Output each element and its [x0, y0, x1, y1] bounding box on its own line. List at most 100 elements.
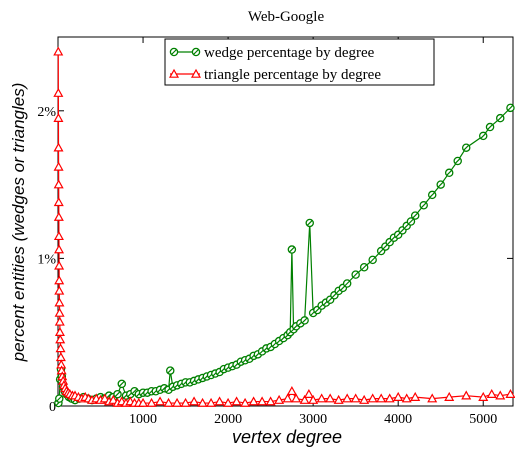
data-point: [368, 255, 377, 265]
data-point: [436, 180, 445, 189]
data-point: [54, 326, 65, 336]
x-tick-label: 2000: [214, 412, 242, 427]
series-triangle: [53, 46, 515, 407]
series-wedge: [54, 103, 515, 408]
data-point: [108, 394, 119, 404]
data-point: [305, 218, 314, 228]
data-point: [286, 386, 297, 396]
data-point: [166, 366, 175, 375]
data-point: [410, 211, 420, 220]
data-point: [384, 393, 395, 403]
data-point: [351, 270, 360, 279]
data-point: [401, 393, 412, 403]
data-point: [53, 231, 64, 241]
data-point: [248, 396, 259, 406]
data-point: [406, 217, 416, 226]
legend-item: wedge percentage by degree: [169, 45, 375, 61]
x-tick-label: 3000: [299, 412, 327, 427]
data-point: [163, 397, 174, 407]
data-point: [495, 390, 506, 400]
data-point: [180, 397, 191, 407]
data-point: [461, 390, 472, 400]
data-point: [427, 190, 437, 200]
data-point: [231, 396, 242, 406]
data-point: [342, 279, 352, 288]
data-point: [138, 397, 149, 407]
legend-marker: [169, 47, 179, 57]
data-point: [55, 334, 66, 344]
data-point: [54, 275, 65, 285]
data-point: [303, 388, 314, 398]
data-point: [287, 245, 297, 254]
data-point: [53, 179, 64, 189]
data-point: [55, 343, 66, 353]
legend-item: triangle percentage by degree: [168, 67, 381, 83]
data-point: [223, 397, 234, 407]
data-point: [444, 391, 455, 401]
data-point: [53, 87, 64, 97]
data-point: [316, 393, 327, 403]
data-point: [453, 156, 462, 166]
data-point: [146, 397, 157, 407]
data-point: [419, 201, 428, 210]
data-point: [478, 391, 489, 401]
x-tick-label: 5000: [469, 412, 497, 427]
y-tick-label: 1%: [37, 252, 56, 267]
data-point: [461, 143, 471, 152]
plot-frame: [57, 36, 514, 407]
legend-marker: [168, 68, 180, 78]
data-point: [197, 397, 208, 407]
y-tick-label: 2%: [37, 105, 56, 120]
chart-title: Web-Google: [248, 9, 325, 25]
legend-marker: [190, 68, 202, 78]
data-point: [350, 393, 361, 403]
data-point: [54, 244, 65, 254]
data-point: [506, 103, 515, 113]
legend: wedge percentage by degree triangle perce…: [164, 38, 435, 86]
data-point: [53, 46, 64, 56]
y-tick-label: 0: [49, 400, 56, 415]
data-point: [53, 161, 64, 171]
data-point: [342, 393, 353, 403]
data-point: [359, 394, 370, 404]
data-point: [55, 394, 64, 403]
data-point: [282, 393, 293, 403]
data-point: [291, 393, 302, 403]
legend-box: [164, 38, 435, 86]
x-tick-label: 4000: [384, 412, 412, 427]
data-point: [54, 307, 65, 317]
data-point: [54, 316, 65, 326]
data-point: [427, 393, 438, 403]
data-point: [113, 389, 122, 399]
data-point: [54, 260, 65, 270]
series-layer: [53, 46, 515, 408]
legend-label: wedge percentage by degree: [204, 45, 375, 61]
y-axis-ticks: 0 1% 2%: [37, 105, 513, 415]
data-point: [257, 396, 268, 406]
data-point: [359, 263, 369, 272]
data-point: [505, 388, 515, 398]
data-point: [189, 396, 200, 406]
legend-marker: [191, 47, 201, 57]
data-point: [495, 113, 505, 123]
data-point: [206, 397, 217, 407]
legend-label: triangle percentage by degree: [204, 67, 381, 83]
data-point: [214, 396, 225, 406]
data-point: [53, 211, 64, 221]
series-line: [57, 107, 511, 404]
data-point: [53, 197, 64, 207]
data-point: [485, 122, 495, 132]
data-point: [99, 393, 110, 403]
data-point: [325, 393, 336, 403]
data-point: [155, 396, 166, 406]
data-point: [299, 394, 310, 404]
data-point: [172, 397, 183, 407]
series-line: [57, 51, 511, 404]
data-point: [486, 388, 497, 398]
data-point: [410, 391, 421, 401]
data-point: [308, 394, 319, 404]
data-point: [444, 168, 454, 178]
data-point: [274, 394, 285, 404]
data-point: [265, 396, 276, 406]
data-point: [376, 393, 387, 403]
